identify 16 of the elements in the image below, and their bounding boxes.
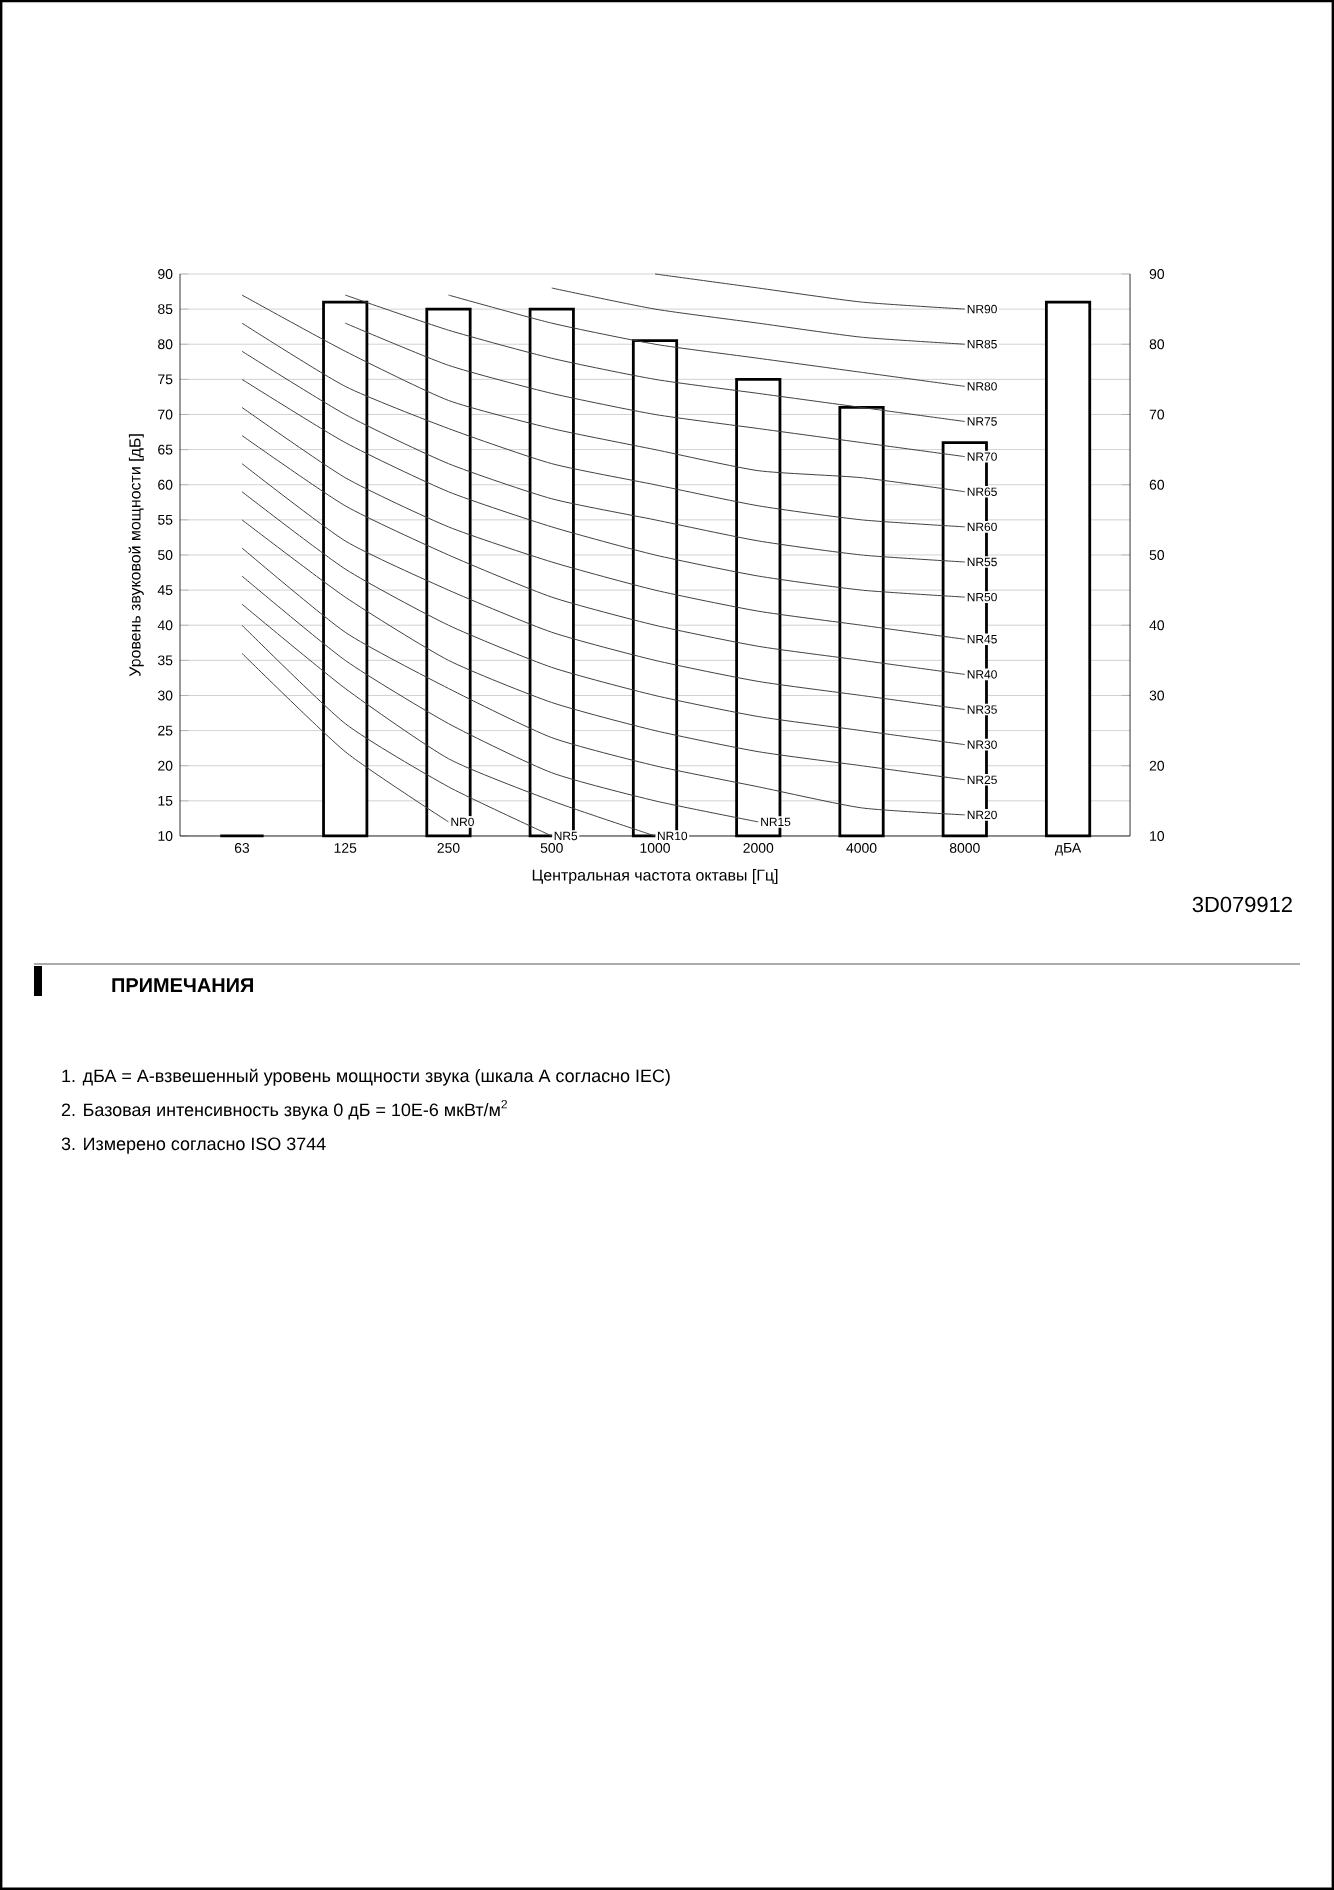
line-series	[241, 322, 966, 528]
line-series	[241, 435, 966, 675]
line-series	[241, 294, 966, 493]
text: 2. Базовая интенсивность звука 0 дБ = 10E-6 мкВт/м$^{2}$	[61, 1100, 507, 1120]
text: ПРИМЕЧАНИЯ	[112, 978, 253, 992]
line-series	[344, 322, 966, 458]
line-series	[241, 350, 966, 563]
text: 3. Измерено согласно ISO 3744	[61, 1137, 326, 1154]
line-series	[241, 378, 966, 598]
line-series	[241, 491, 966, 746]
text: 1. дБА = А-взвешенный уровень мощности звука (шкала А согласно IEC)	[62, 1068, 670, 1086]
line-series	[241, 463, 966, 711]
line-series	[241, 519, 966, 781]
line-series	[241, 547, 966, 816]
text: 3D079912	[1192, 896, 1292, 913]
line-series	[241, 406, 966, 640]
